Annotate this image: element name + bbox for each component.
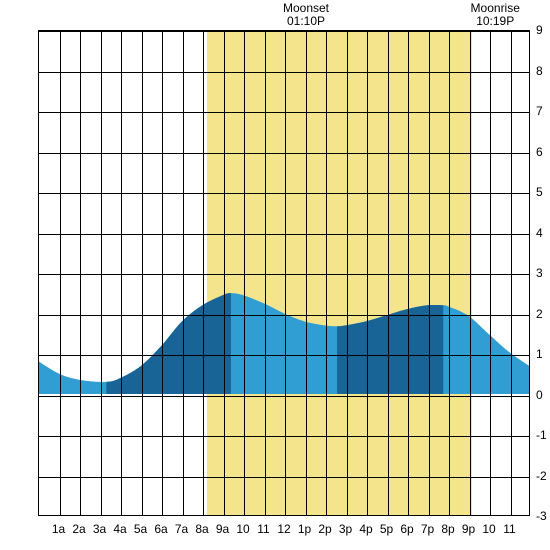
x-tick-label: 4p: [359, 522, 372, 536]
x-tick-label: 9a: [216, 522, 229, 536]
x-tick-label: 2a: [72, 522, 85, 536]
x-tick-label: 1a: [52, 522, 65, 536]
x-tick-label: 11: [503, 522, 515, 536]
y-tick-label: 1: [536, 347, 543, 361]
moonset-label: Moonset 01:10P: [283, 2, 329, 28]
moonset-time: 01:10P: [283, 15, 329, 28]
x-tick-label: 1p: [298, 522, 311, 536]
y-tick-label: -1: [536, 428, 547, 442]
x-tick-label: 7a: [175, 522, 188, 536]
moonrise-label: Moonrise 10:19P: [471, 2, 520, 28]
x-tick-label: 5a: [134, 522, 147, 536]
tide-fill-light: [39, 293, 529, 394]
x-tick-label: 12: [277, 522, 290, 536]
x-tick-label: 4a: [113, 522, 126, 536]
y-tick-label: 3: [536, 266, 543, 280]
y-tick-label: 7: [536, 104, 543, 118]
x-tick-label: 10: [236, 522, 249, 536]
x-tick-label: 2p: [318, 522, 331, 536]
x-tick-label: 3a: [93, 522, 106, 536]
y-tick-label: 0: [536, 388, 543, 402]
x-tick-label: 11: [257, 522, 269, 536]
moonrise-time: 10:19P: [471, 15, 520, 28]
x-tick-label: 8p: [441, 522, 454, 536]
y-tick-label: -2: [536, 469, 547, 483]
y-tick-label: 2: [536, 307, 543, 321]
x-tick-label: 5p: [380, 522, 393, 536]
y-tick-label: 4: [536, 226, 543, 240]
x-tick-label: 6a: [154, 522, 167, 536]
y-tick-label: 8: [536, 64, 543, 78]
y-tick-label: 6: [536, 145, 543, 159]
tide-chart: Moonset 01:10P Moonrise 10:19P -3-2-1012…: [0, 0, 550, 550]
y-tick-label: 5: [536, 185, 543, 199]
x-tick-label: 3p: [339, 522, 352, 536]
x-tick-label: 10: [482, 522, 495, 536]
y-tick-label: 9: [536, 23, 543, 37]
x-tick-label: 9p: [462, 522, 475, 536]
x-tick-label: 8a: [195, 522, 208, 536]
x-tick-label: 7p: [421, 522, 434, 536]
plot-area: [38, 30, 530, 516]
y-tick-label: -3: [536, 509, 547, 523]
x-tick-label: 6p: [400, 522, 413, 536]
tide-area: [39, 31, 529, 515]
